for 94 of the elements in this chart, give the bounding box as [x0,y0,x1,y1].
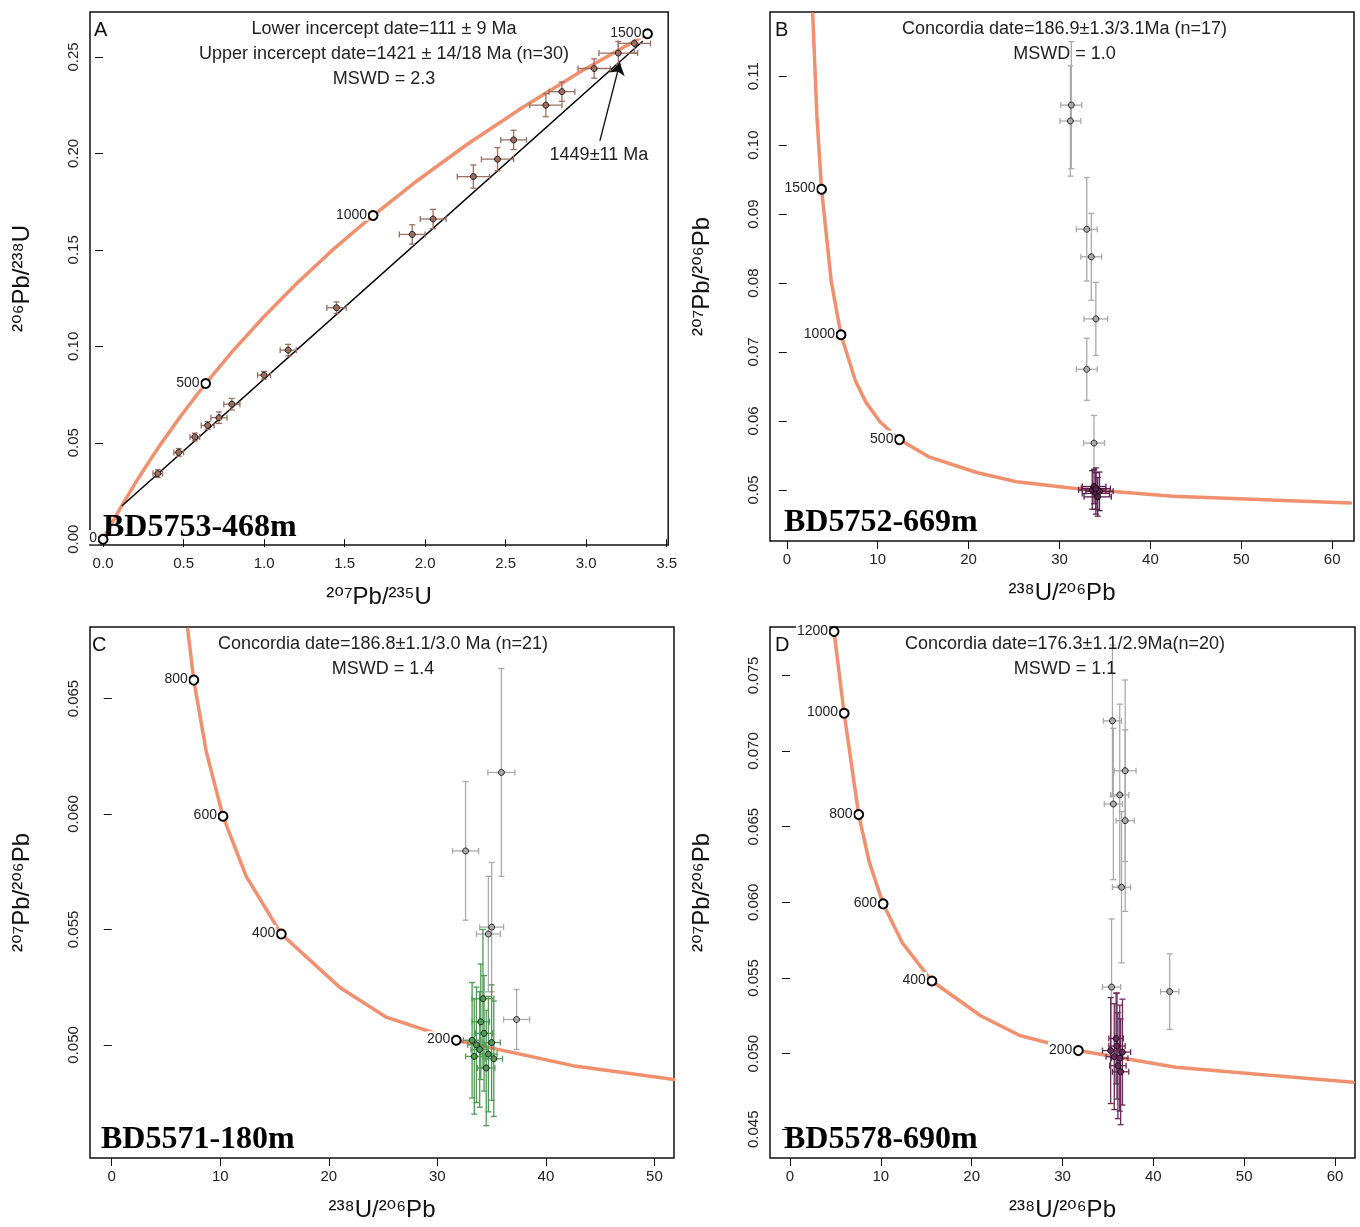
y-tick-label: 0.20 [64,138,81,168]
y-tick-label: 0.07 [744,337,761,367]
annotation: Concordia date=186.8±1.1/3.0 Ma (n=21) [217,633,549,653]
y-axis-title: ²⁰⁷Pb/²⁰⁶Pb [6,832,34,953]
y-tick-label: 0.060 [744,883,761,922]
x-tick-label: 0 [107,1167,116,1184]
y-axis-title: ²⁰⁶Pb/²³⁸U [6,225,34,332]
text: BD5571-180m [101,1119,296,1155]
text: BD5752-669m [784,502,979,538]
annotation: 400 [251,924,276,941]
x-tick-label: 20 [960,550,977,567]
y-tick-label: 0.055 [64,910,81,949]
chart-title: C [92,633,107,655]
x-tick-label: 0 [782,550,791,567]
y-tick-label: 0.050 [744,1034,761,1073]
x-tick-label: 2.0 [414,554,436,571]
annotation: Concordia date=176.3±1.1/2.9Ma(n=20) [904,633,1226,653]
y-tick-label: 0.25 [64,42,81,72]
y-tick-label: 0.05 [744,475,761,505]
chart-title: D [775,633,790,655]
x-tick-label: 30 [1051,550,1068,567]
y-tick-label: 0.055 [744,959,761,997]
y-tick-label: 0.10 [64,331,81,361]
x-tick-label: 50 [646,1167,663,1184]
annotation: 0 [89,529,98,546]
x-axis-title: ²³⁸U/²⁰⁶Pb [1008,577,1116,605]
y-tick-label: 0.065 [744,807,761,846]
annotation: MSWD = 2.3 [332,68,436,88]
y-tick-label: 0.065 [64,679,81,718]
annotation: Lower incercept date=111 ± 9 Ma [251,18,518,38]
y-tick-label: 0.11 [744,62,761,91]
annotation: 1000 [806,703,839,720]
x-axis-title: ²⁰⁷Pb/²³⁵U [326,581,432,609]
x-tick-label: 30 [429,1167,446,1184]
x-tick-label: 40 [1142,550,1159,567]
x-tick-label: 60 [1326,1167,1344,1184]
x-tick-label: 20 [963,1167,981,1184]
x-tick-label: 10 [869,550,887,567]
y-tick-label: 0.15 [64,235,81,265]
x-tick-label: 1.5 [334,554,355,571]
x-tick-label: 1.0 [253,554,275,571]
y-tick-label: 0.10 [744,130,761,160]
annotation: 1500 [610,23,642,40]
y-axis-title: ²⁰⁷Pb/²⁰⁶Pb [686,216,714,337]
x-tick-label: 3.0 [575,554,597,571]
y-tick-label: 0.045 [744,1110,761,1149]
annotation: MSWD = 1.1 [1013,658,1117,678]
annotation: 1500 [784,179,816,196]
x-tick-label: 0.5 [173,554,194,571]
annotation: 1200 [796,621,829,638]
annotation: 1449±11 Ma [549,143,650,164]
x-tick-label: 50 [1232,550,1250,567]
x-tick-label: 0.0 [92,554,114,571]
annotation: 1000 [803,324,836,341]
y-tick-label: 0.05 [64,428,81,458]
y-tick-label: 0.08 [744,268,761,298]
annotation: 800 [164,670,188,687]
y-tick-label: 0.060 [64,795,81,833]
x-tick-label: 10 [872,1167,890,1184]
y-tick-label: 0.070 [744,732,761,770]
chart-title: A [94,18,108,40]
x-tick-label: 40 [1144,1167,1162,1184]
annotation: MSWD = 1.4 [331,658,435,678]
x-tick-label: 50 [1235,1167,1253,1184]
x-tick-label: 0 [785,1167,795,1184]
x-tick-label: 60 [1323,550,1341,567]
x-tick-label: 2.5 [495,554,517,571]
y-tick-label: 0.00 [64,524,81,554]
annotation: 500 [870,429,894,446]
y-tick-label: 0.075 [744,656,761,695]
annotation: 600 [193,806,218,823]
annotation: Concordia date=186.9±1.3/3.1Ma (n=17) [901,18,1228,38]
text: BD5578-690m [784,1119,979,1155]
annotation: MSWD = 1.0 [1013,43,1116,63]
chart-title: B [775,18,789,40]
annotation: 600 [853,893,878,910]
y-tick-label: 0.050 [64,1026,81,1064]
annotation: 500 [176,373,200,390]
annotation: 200 [426,1030,451,1047]
x-axis-title: ²³⁸U/²⁰⁶Pb [1009,1194,1116,1222]
annotation: 400 [902,971,927,987]
x-tick-label: 30 [1054,1167,1071,1184]
y-axis-title: ²⁰⁷Pb/²⁰⁶Pb [686,832,714,953]
annotation: Upper incercept date=1421 ± 14/18 Ma (n=30) [198,43,570,63]
annotation: 800 [829,804,853,821]
y-tick-label: 0.09 [744,199,761,229]
x-tick-label: 40 [537,1167,555,1184]
x-tick-label: 10 [211,1167,229,1184]
x-axis-title: ²³⁸U/²⁰⁶Pb [328,1194,436,1222]
x-tick-label: 3.5 [656,554,678,571]
annotation: 200 [1048,1040,1073,1057]
annotation: 1000 [335,205,368,222]
y-tick-label: 0.06 [744,406,761,436]
x-tick-label: 20 [320,1167,338,1184]
